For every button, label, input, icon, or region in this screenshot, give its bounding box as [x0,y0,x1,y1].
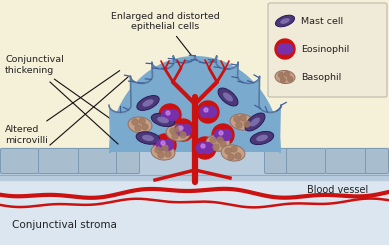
Circle shape [180,132,186,138]
Circle shape [220,141,226,147]
Ellipse shape [151,113,175,127]
Circle shape [200,107,210,118]
Circle shape [142,124,148,130]
Circle shape [135,125,141,131]
Text: Blood vessel: Blood vessel [307,185,368,195]
Ellipse shape [250,118,260,126]
Circle shape [194,137,216,159]
Polygon shape [110,57,280,152]
Text: Conjunctival stroma: Conjunctival stroma [12,220,117,230]
Circle shape [275,39,295,59]
Circle shape [155,147,161,153]
FancyBboxPatch shape [268,3,387,97]
Circle shape [287,76,293,82]
Polygon shape [109,56,281,152]
Text: Eosinophil: Eosinophil [301,45,349,53]
FancyBboxPatch shape [366,148,389,173]
Bar [0,175,389,245]
Ellipse shape [137,96,159,110]
Circle shape [172,119,194,141]
Circle shape [139,118,145,124]
FancyBboxPatch shape [0,148,39,173]
Ellipse shape [142,99,154,107]
Circle shape [179,126,183,130]
FancyBboxPatch shape [79,148,117,173]
Circle shape [162,145,168,151]
Circle shape [168,110,179,121]
Ellipse shape [275,15,294,27]
Circle shape [282,44,293,54]
Circle shape [204,108,208,112]
Circle shape [196,143,207,154]
Circle shape [161,110,172,121]
Ellipse shape [136,132,160,144]
Ellipse shape [245,113,265,131]
Ellipse shape [221,145,245,161]
Ellipse shape [151,144,175,160]
FancyBboxPatch shape [116,148,140,173]
Circle shape [277,44,287,54]
Ellipse shape [166,125,190,141]
Circle shape [219,131,223,135]
Ellipse shape [230,114,254,130]
Circle shape [205,107,217,118]
Circle shape [214,130,226,140]
Circle shape [172,133,178,139]
Circle shape [175,124,186,135]
Circle shape [201,144,205,148]
Circle shape [210,137,216,143]
Ellipse shape [142,135,154,141]
Polygon shape [137,84,253,152]
Circle shape [240,115,246,121]
Circle shape [156,139,168,150]
Circle shape [180,124,191,135]
Text: Conjunctival
thickening: Conjunctival thickening [5,55,113,120]
Polygon shape [123,70,267,152]
Circle shape [176,126,182,132]
Circle shape [213,144,219,150]
Circle shape [158,152,164,158]
Circle shape [221,130,231,140]
Bar [0,148,389,180]
Ellipse shape [256,135,268,141]
Circle shape [234,116,240,122]
Circle shape [235,153,241,159]
Circle shape [170,128,176,134]
Circle shape [197,101,219,123]
Ellipse shape [157,117,169,123]
Text: Enlarged and distorted
epithelial cells: Enlarged and distorted epithelial cells [110,12,219,58]
Circle shape [212,124,234,146]
Circle shape [284,72,289,76]
Ellipse shape [250,131,274,145]
Ellipse shape [223,93,233,101]
Circle shape [228,154,234,160]
Circle shape [225,148,231,154]
FancyBboxPatch shape [39,148,79,173]
Circle shape [159,104,181,126]
Circle shape [163,139,173,150]
Ellipse shape [275,71,295,84]
Circle shape [165,151,171,157]
Text: Basophil: Basophil [301,73,341,82]
Circle shape [217,137,223,143]
FancyBboxPatch shape [326,148,366,173]
Ellipse shape [280,18,290,24]
Circle shape [132,119,138,125]
Circle shape [161,141,165,145]
FancyBboxPatch shape [287,148,326,173]
Circle shape [279,73,284,77]
Circle shape [166,111,170,115]
Ellipse shape [218,88,238,106]
Circle shape [203,143,214,154]
Text: Mast cell: Mast cell [301,16,343,25]
Circle shape [236,122,242,128]
Ellipse shape [206,135,230,151]
Circle shape [231,146,237,152]
FancyBboxPatch shape [265,148,287,173]
Text: Altered
microvilli: Altered microvilli [5,71,120,145]
Circle shape [244,121,250,127]
Circle shape [154,134,176,156]
Circle shape [280,77,286,83]
Ellipse shape [128,117,152,133]
